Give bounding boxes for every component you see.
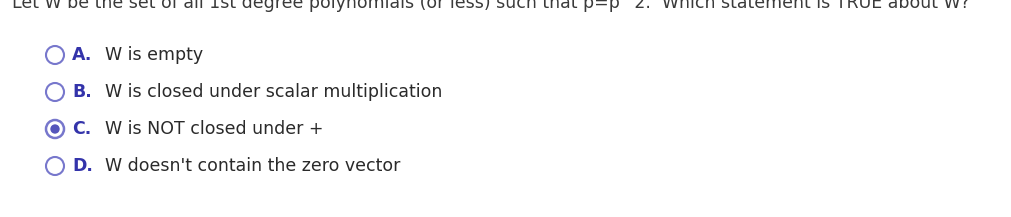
- Text: W is closed under scalar multiplication: W is closed under scalar multiplication: [105, 83, 442, 101]
- Ellipse shape: [51, 124, 60, 134]
- Text: W doesn't contain the zero vector: W doesn't contain the zero vector: [105, 157, 400, 175]
- Text: W is NOT closed under +: W is NOT closed under +: [105, 120, 324, 138]
- Text: W is empty: W is empty: [105, 46, 203, 64]
- Text: Let W be the set of all 1st degree polynomials (or less) such that p=p^2.  Which: Let W be the set of all 1st degree polyn…: [12, 0, 969, 12]
- Text: A.: A.: [72, 46, 92, 64]
- Text: D.: D.: [72, 157, 93, 175]
- Text: B.: B.: [72, 83, 92, 101]
- Text: C.: C.: [72, 120, 91, 138]
